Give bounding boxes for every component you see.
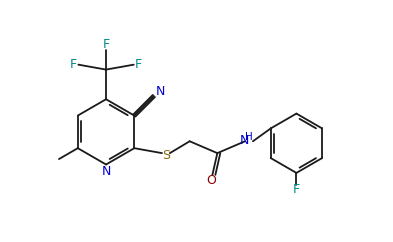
Text: F: F — [70, 58, 77, 71]
Text: O: O — [206, 174, 216, 187]
Text: F: F — [135, 58, 142, 71]
Text: N: N — [156, 84, 165, 98]
Text: N: N — [101, 165, 111, 178]
Text: N: N — [239, 134, 249, 147]
Text: F: F — [103, 38, 110, 51]
Text: S: S — [162, 149, 170, 162]
Text: F: F — [293, 183, 300, 196]
Text: H: H — [245, 132, 253, 142]
